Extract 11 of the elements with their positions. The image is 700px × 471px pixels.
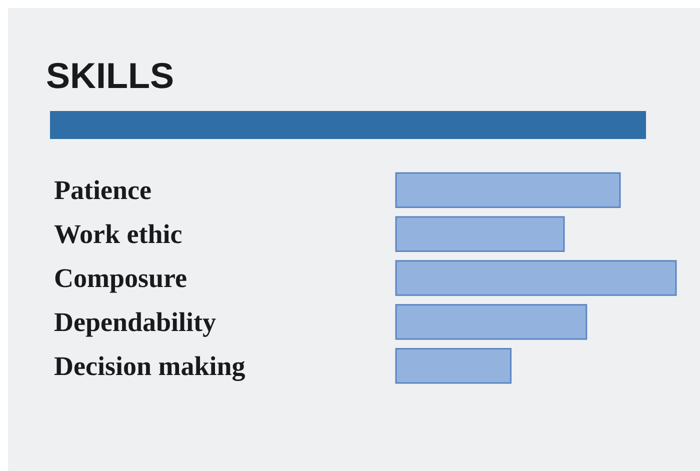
y-tick-label: Decision making [54, 350, 246, 381]
bar [395, 216, 565, 252]
y-tick-label: Dependability [54, 306, 217, 337]
bar [395, 348, 512, 384]
chart-title: SKILLS [46, 55, 174, 96]
bar [395, 172, 621, 208]
bar [395, 304, 588, 340]
bar [395, 260, 677, 296]
y-tick-label: Composure [54, 263, 188, 293]
y-tick-label: Patience [54, 175, 152, 206]
y-tick-label: Work ethic [54, 219, 182, 250]
